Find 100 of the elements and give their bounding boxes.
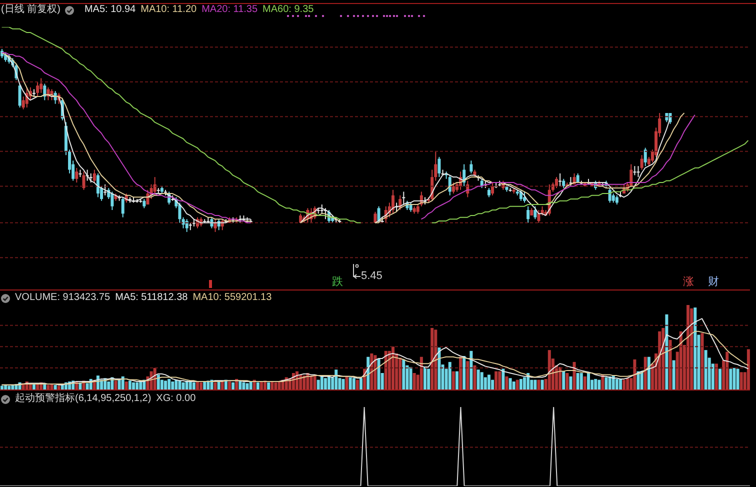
bar (480, 372, 484, 390)
bar (455, 371, 458, 390)
bar (256, 382, 260, 390)
text: MA20: 11.35 (202, 4, 258, 16)
candlestick (377, 206, 380, 224)
bar (345, 376, 348, 390)
bar (466, 361, 470, 390)
bar (182, 382, 185, 390)
bar (384, 350, 388, 390)
candlestick (534, 206, 537, 220)
bar (114, 380, 118, 390)
candlestick (214, 218, 217, 232)
bar (459, 356, 462, 390)
text: XG: 0.00 (156, 393, 196, 405)
bar (569, 376, 572, 390)
bar (726, 352, 729, 390)
bar (494, 371, 498, 390)
chart-title: (日线 前复权) (1, 4, 60, 16)
bar (576, 373, 580, 390)
candlestick (18, 83, 22, 108)
candlestick (615, 194, 618, 206)
bar (668, 340, 672, 390)
bar (171, 382, 174, 390)
text: MA5: 10.94 (84, 4, 136, 16)
bar (658, 331, 662, 390)
bar (594, 378, 598, 390)
candlestick (142, 198, 146, 209)
bar (352, 378, 356, 390)
bar (402, 359, 406, 390)
bar (519, 378, 522, 390)
bar (604, 377, 608, 390)
bar (505, 376, 508, 390)
bar (174, 380, 178, 390)
text: MA5: 511812.38 (115, 292, 188, 304)
bar (626, 378, 630, 390)
bar (452, 371, 455, 390)
bar (540, 380, 544, 390)
bar (178, 380, 182, 390)
bar (672, 360, 676, 390)
bar (328, 376, 331, 390)
bar (732, 368, 736, 390)
candlestick (569, 176, 572, 187)
bar (586, 373, 590, 390)
candlestick (409, 202, 412, 212)
candlestick (96, 172, 100, 198)
candlestick (526, 206, 530, 224)
bar (718, 368, 722, 390)
candlestick (416, 204, 420, 214)
bar (128, 380, 132, 390)
bar (516, 380, 519, 390)
bar (423, 367, 426, 390)
bar (558, 367, 562, 390)
bar (438, 348, 441, 390)
bar (132, 382, 136, 390)
candlestick (82, 171, 86, 190)
bar (615, 378, 618, 390)
bar (746, 349, 750, 390)
bar (448, 362, 452, 390)
bar (508, 378, 512, 390)
bar (107, 382, 110, 390)
bar (342, 378, 345, 390)
bar (168, 378, 171, 390)
bar (430, 328, 434, 390)
bar (124, 382, 128, 390)
bar (434, 330, 438, 390)
candlestick (636, 166, 640, 178)
bar (156, 374, 160, 390)
candlestick (75, 167, 78, 184)
candlestick (40, 78, 43, 94)
bar (398, 358, 402, 390)
bar (633, 359, 636, 390)
candlestick (608, 188, 612, 204)
bar (583, 376, 586, 390)
bar (228, 382, 231, 390)
bar (534, 380, 537, 390)
bar (694, 308, 697, 390)
bar (618, 378, 622, 390)
candlestick (470, 160, 473, 174)
candlestick (562, 178, 566, 189)
bar (476, 370, 480, 390)
candlestick (438, 156, 441, 178)
text: MA60: 9.35 (262, 4, 314, 16)
bar (324, 378, 327, 390)
candlestick (320, 204, 324, 214)
text: MA10: 11.20 (140, 4, 197, 16)
bar (644, 356, 647, 390)
chart-title: VOLUME: 913423.75 (15, 292, 110, 304)
bar (473, 365, 476, 390)
bar (679, 331, 682, 390)
text: 跌 (332, 276, 343, 288)
candlestick (640, 154, 644, 170)
bar (704, 350, 708, 390)
bar (246, 383, 249, 390)
bar (412, 373, 416, 390)
bar (736, 368, 740, 390)
candlestick (644, 147, 647, 167)
bar (498, 371, 502, 390)
bar (690, 308, 694, 390)
candlestick (523, 191, 526, 204)
bar (388, 350, 391, 390)
